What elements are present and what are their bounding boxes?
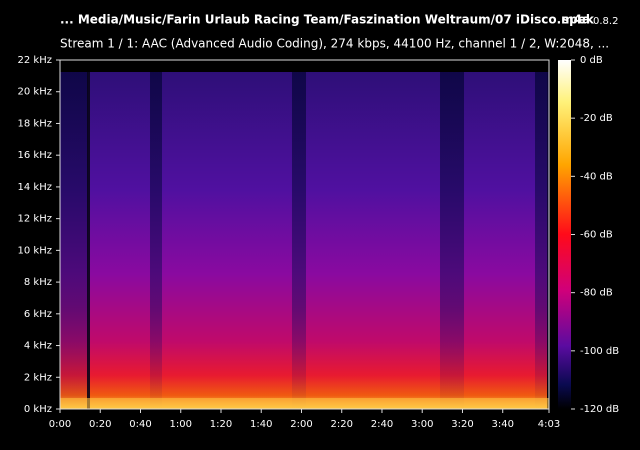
y-tick-label: 12 kHz	[18, 214, 52, 225]
y-tick-label: 10 kHz	[18, 245, 52, 256]
colorbar-tick-label: -120 dB	[580, 404, 619, 415]
y-tick-label: 4 kHz	[24, 341, 52, 352]
x-tick-label: 0:20	[89, 419, 111, 430]
x-tick-label: 1:40	[250, 419, 272, 430]
x-tick-label: 0:00	[49, 419, 71, 430]
y-tick-label: 2 kHz	[24, 372, 52, 383]
colorbar-tick-label: -60 dB	[580, 230, 613, 241]
y-tick-label: 14 kHz	[18, 182, 52, 193]
colorbar-tick-label: 0 dB	[580, 55, 603, 66]
app-name: spek	[562, 13, 595, 27]
x-tick-label: 3:20	[451, 419, 473, 430]
x-tick-label: 4:03	[538, 419, 560, 430]
y-tick-label: 6 kHz	[24, 309, 52, 320]
colorbar-tick-label: -20 dB	[580, 113, 613, 124]
plot-frame	[59, 59, 550, 410]
x-tick-label: 1:00	[170, 419, 192, 430]
x-tick-label: 2:20	[330, 419, 352, 430]
colorbar-tick-label: -40 dB	[580, 171, 613, 182]
app-version: 0.8.2	[593, 16, 618, 27]
y-tick-label: 18 kHz	[18, 118, 52, 129]
y-tick-label: 22 kHz	[18, 55, 52, 66]
y-tick-label: 20 kHz	[18, 87, 52, 98]
y-tick-label: 8 kHz	[24, 277, 52, 288]
x-tick-label: 0:40	[129, 419, 151, 430]
x-tick-label: 2:40	[371, 419, 393, 430]
x-tick-label: 2:00	[290, 419, 312, 430]
colorbar-tick-label: -80 dB	[580, 288, 613, 299]
file-title: ... Media/Music/Farin Urlaub Racing Team…	[60, 13, 590, 27]
x-tick-label: 3:40	[491, 419, 513, 430]
colorbar-tick-label: -100 dB	[580, 346, 619, 357]
y-tick-label: 16 kHz	[18, 150, 52, 161]
color-bar	[558, 60, 571, 409]
x-tick-label: 3:00	[411, 419, 433, 430]
stream-info: Stream 1 / 1: AAC (Advanced Audio Coding…	[60, 37, 609, 51]
y-tick-label: 0 kHz	[24, 404, 52, 415]
x-tick-label: 1:20	[210, 419, 232, 430]
spectrogram-image	[60, 60, 549, 409]
